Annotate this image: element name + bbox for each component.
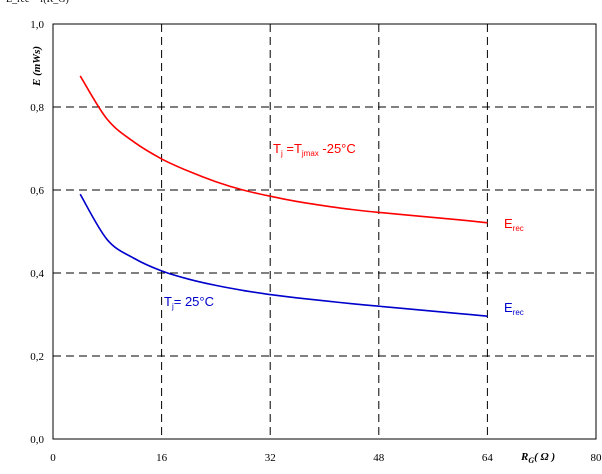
series-line-hot — [79, 75, 488, 224]
x-axis-label-main: R — [520, 451, 528, 463]
x-tick-label: 16 — [156, 452, 168, 464]
y-tick-label: 0,6 — [30, 185, 44, 197]
annotation-tj-hot: Tj =Tjmax -25°C — [273, 141, 356, 158]
annotation-tj-cold: Tj= 25°C — [164, 294, 214, 311]
series-lines — [79, 75, 488, 317]
y-tick-label: 1,0 — [30, 19, 44, 31]
x-tick-label: 64 — [482, 452, 494, 464]
grid-lines — [53, 24, 596, 439]
x-axis-label-unit: ( Ω ) — [534, 451, 555, 463]
x-tick-label: 48 — [373, 452, 385, 464]
y-tick-label: 0,8 — [30, 102, 44, 114]
y-axis-label: E (mWs) — [31, 46, 43, 87]
x-axis-label-sub: G — [528, 456, 534, 465]
x-axis-label: RG( Ω ) — [520, 451, 555, 465]
x-tick-label: 80 — [591, 452, 602, 464]
annotation-erec-hot: Erec — [504, 216, 524, 233]
y-tick-label: 0,2 — [30, 351, 44, 363]
plot-area — [52, 23, 597, 440]
y-tick-label: 0,4 — [30, 268, 44, 280]
y-tick-label: 0,0 — [30, 434, 44, 446]
x-tick-label: 0 — [50, 452, 56, 464]
series-line-cold — [79, 193, 488, 317]
x-tick-label: 32 — [265, 452, 276, 464]
tick-labels: 0,0 0,2 0,4 0,6 0,8 1,0 0 16 32 48 64 80 — [30, 19, 602, 464]
annotation-erec-cold: Erec — [504, 300, 524, 317]
chart-corner-caption: E_rec = f(R_G) — [6, 0, 69, 5]
